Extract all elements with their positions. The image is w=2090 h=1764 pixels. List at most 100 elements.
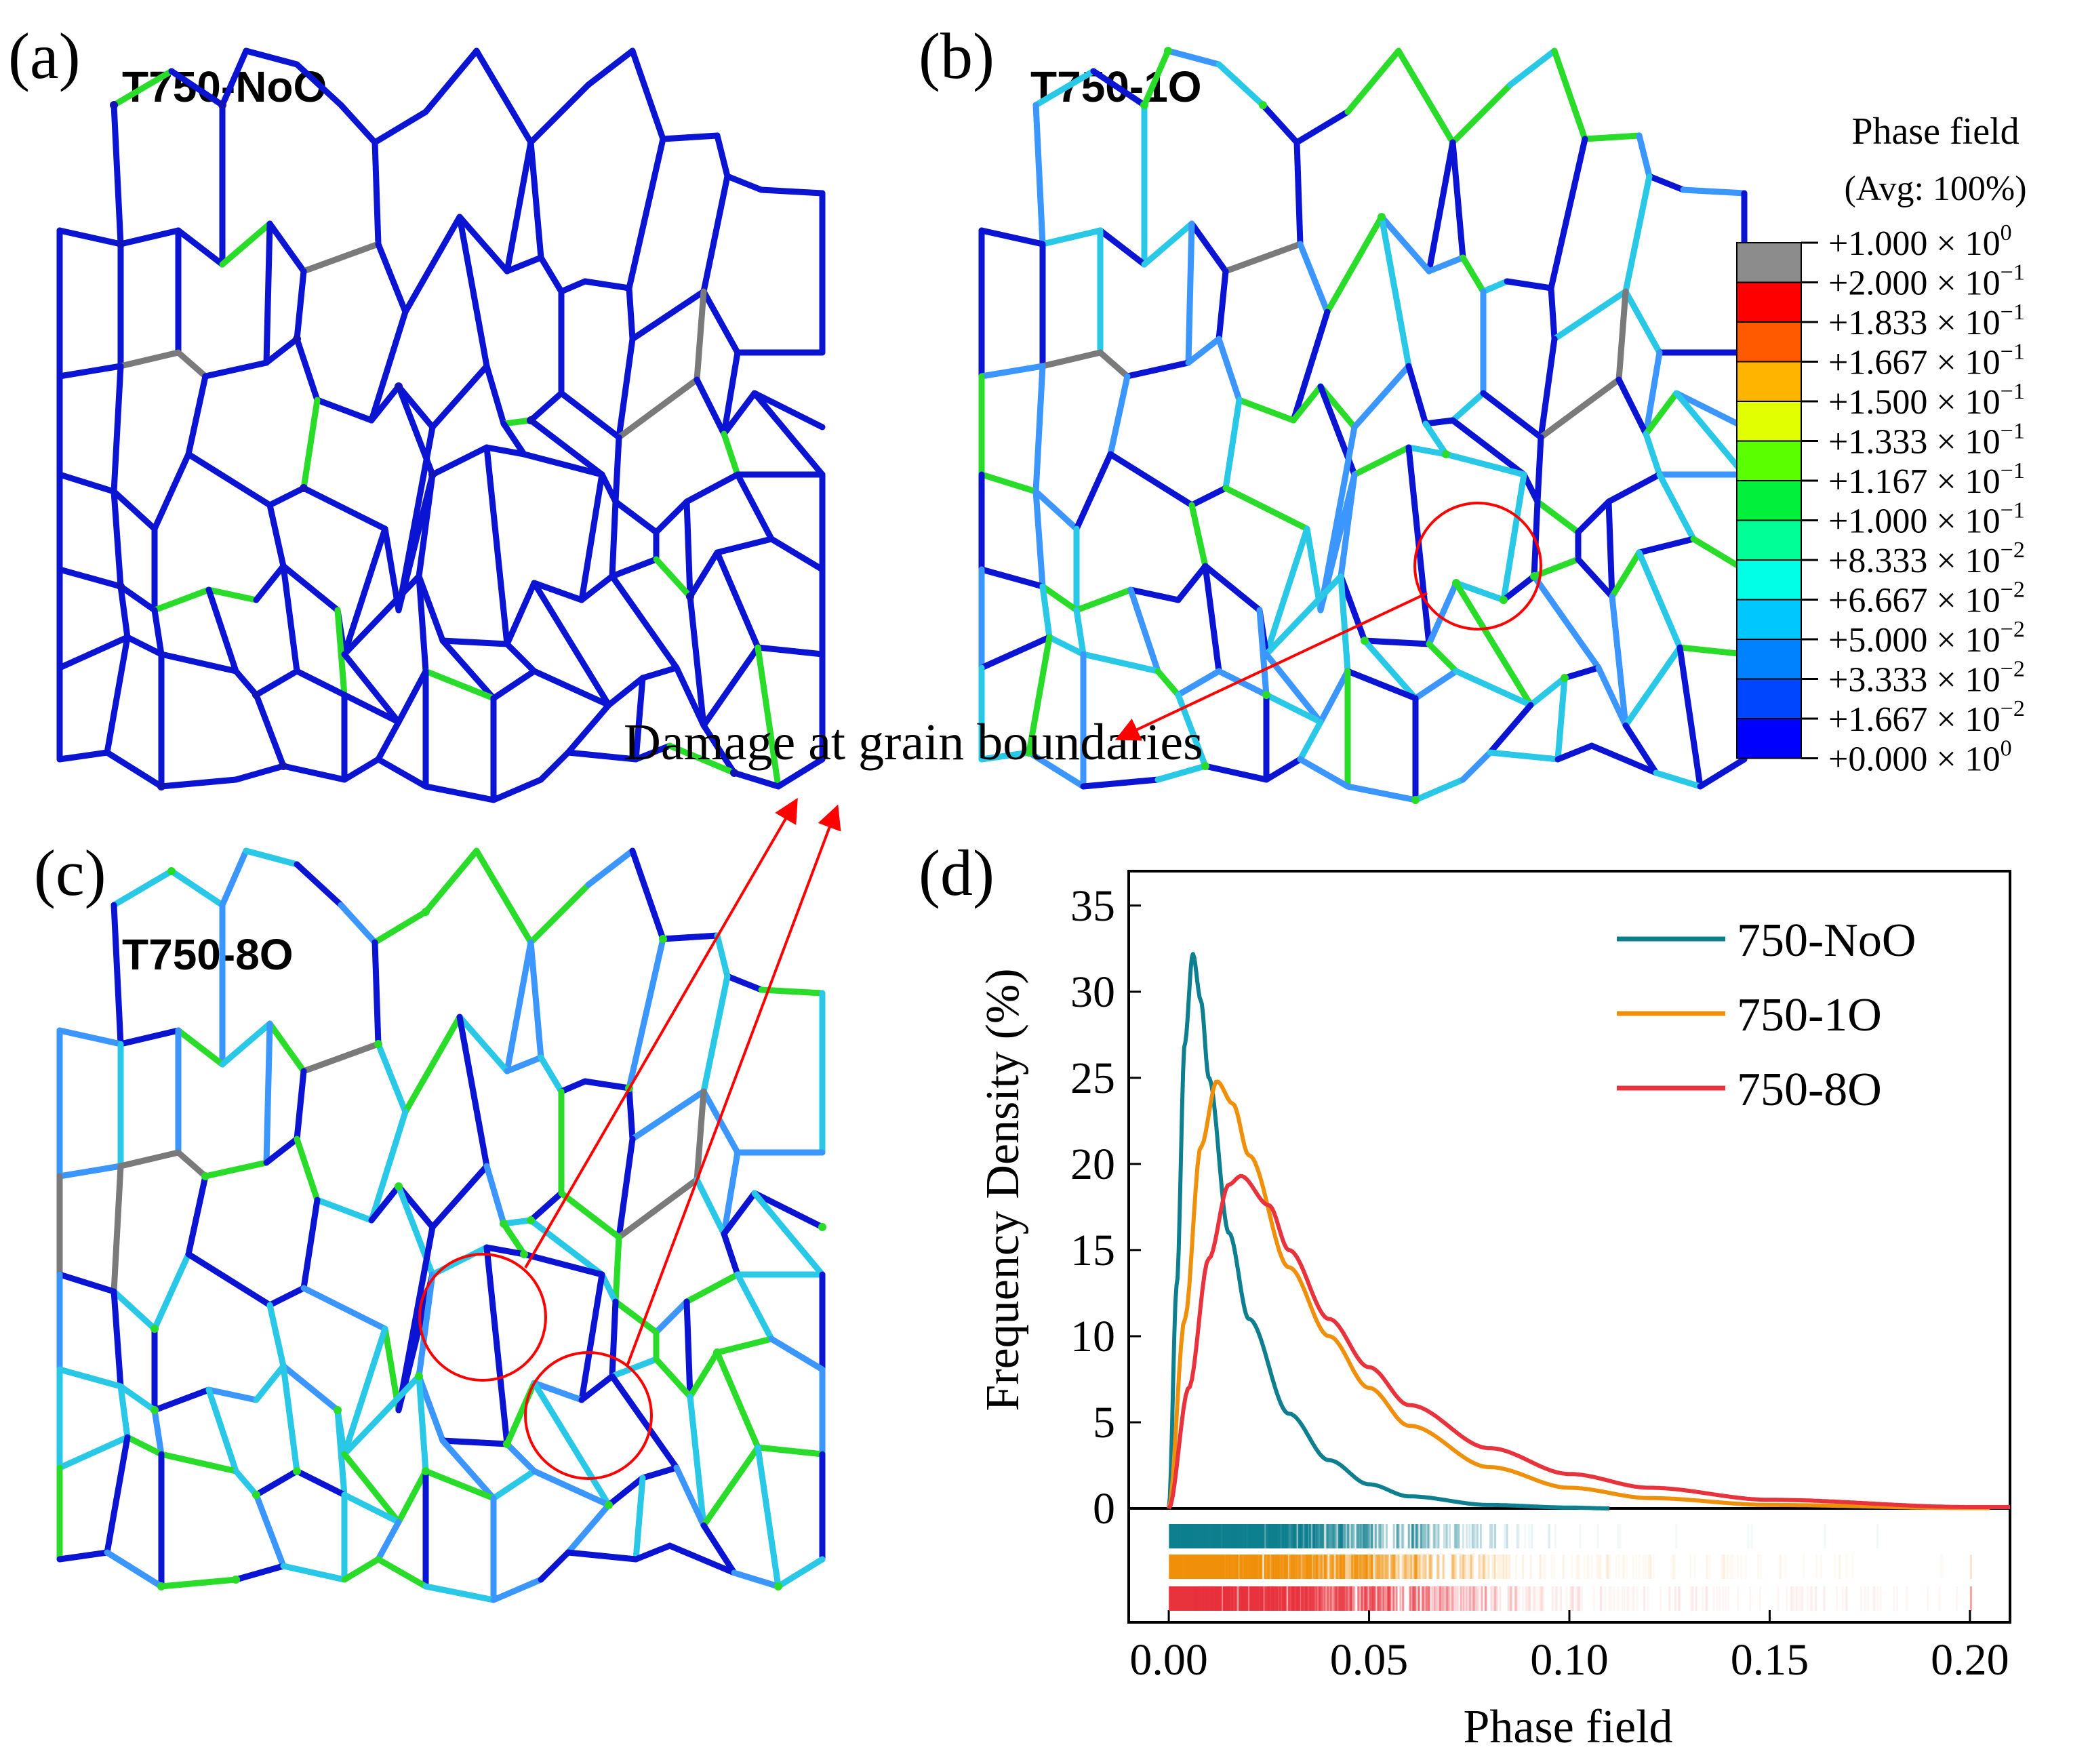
- rug-mark-750-8O: [1809, 1586, 1812, 1611]
- rug-mark-750-8O: [1472, 1586, 1475, 1611]
- rug-mark-750-8O: [1262, 1586, 1265, 1611]
- grain-boundary: [416, 573, 446, 644]
- grain-boundary: [1680, 186, 1748, 197]
- rug-mark-750-1O: [1356, 1555, 1359, 1579]
- rug-mark-750-8O: [1361, 1586, 1364, 1611]
- rug-mark-750-NoO: [1493, 1524, 1496, 1548]
- rug-mark-750-8O: [1365, 1586, 1367, 1611]
- rug-mark-750-1O: [1385, 1555, 1388, 1579]
- grain-boundary: [314, 1197, 375, 1224]
- rug-mark-750-NoO: [1410, 1524, 1413, 1548]
- colorbar-exponent: −1: [2001, 498, 2025, 523]
- rug-mark-750-1O: [1257, 1555, 1260, 1579]
- rug-mark-750-8O: [1388, 1586, 1390, 1611]
- grain-boundary: [375, 1519, 402, 1563]
- grain-boundary: [721, 1190, 758, 1237]
- rug-mark-750-8O: [1443, 1586, 1445, 1611]
- rug-mark-750-8O: [1314, 1586, 1317, 1611]
- rug-mark-750-NoO: [1420, 1524, 1422, 1548]
- rug-mark-750-NoO: [1750, 1524, 1753, 1548]
- rug-mark-750-1O: [1226, 1555, 1229, 1579]
- rug-mark-750-1O: [1359, 1555, 1362, 1579]
- rug-mark-750-1O: [1314, 1555, 1317, 1579]
- rug-mark-750-8O: [1411, 1586, 1414, 1611]
- rug-mark-750-8O: [1234, 1586, 1237, 1611]
- grain-boundary: [1480, 278, 1510, 295]
- grain-boundary: [755, 644, 826, 658]
- grain-boundary: [334, 1407, 348, 1498]
- grain-boundary: [538, 1054, 565, 1095]
- rug-mark-750-8O: [1190, 1586, 1192, 1611]
- rug-mark-750-8O: [1518, 1586, 1521, 1611]
- rug-mark-750-8O: [1555, 1586, 1558, 1611]
- rug-mark-750-1O: [1550, 1555, 1553, 1579]
- grain-boundary: [666, 742, 738, 776]
- grain-boundary: [104, 1549, 165, 1590]
- grain-boundary: [1127, 586, 1182, 603]
- grain-boundary: [978, 363, 1046, 380]
- rug-mark-750-1O: [1286, 1555, 1289, 1579]
- rug-mark-750-8O: [1206, 1586, 1209, 1611]
- rug-mark-750-NoO: [1365, 1524, 1367, 1548]
- grain-boundary: [751, 390, 826, 430]
- grain-boundary: [616, 376, 700, 441]
- rug-mark-750-8O: [1365, 1586, 1367, 1611]
- rug-mark-750-8O: [1790, 1586, 1793, 1611]
- x-tick-label: 0.00: [1129, 1635, 1208, 1685]
- rug-mark-750-8O: [1258, 1586, 1261, 1611]
- rug-mark-750-8O: [1345, 1586, 1348, 1611]
- grain-boundary: [1460, 749, 1493, 783]
- rug-mark-750-8O: [1623, 1586, 1626, 1611]
- rug-mark-750-1O: [1411, 1555, 1413, 1579]
- grain-junction: [1442, 450, 1450, 458]
- rug-mark-750-8O: [1600, 1586, 1603, 1611]
- rug-mark-750-8O: [1969, 1586, 1972, 1611]
- rug-mark-750-8O: [1969, 1586, 1972, 1611]
- rug-mark-750-1O: [1356, 1555, 1359, 1579]
- grain-boundary: [1405, 363, 1429, 427]
- grain-boundary: [1344, 47, 1402, 115]
- grain-boundary: [300, 397, 321, 492]
- grain-junction: [201, 1172, 209, 1180]
- grain-boundary: [1453, 580, 1507, 603]
- grain-boundary: [694, 288, 707, 383]
- grain-boundary: [758, 986, 826, 997]
- rug-mark-750-1O: [1632, 1555, 1634, 1579]
- rug-mark-750-8O: [1510, 1586, 1512, 1611]
- rug-mark-750-1O: [1415, 1555, 1418, 1579]
- grain-boundary: [429, 363, 490, 430]
- grain-boundary: [629, 47, 666, 142]
- rug-mark-750-1O: [1365, 1555, 1367, 1579]
- rug-mark-750-1O: [1590, 1555, 1593, 1579]
- grain-boundary: [56, 1434, 131, 1471]
- rug-mark-750-1O: [1335, 1555, 1338, 1579]
- grain-boundary: [1643, 349, 1663, 437]
- grain-boundary: [616, 336, 636, 441]
- grain-boundary: [605, 1475, 646, 1508]
- rug-mark-750-NoO: [1338, 1524, 1341, 1548]
- grain-boundary: [300, 1041, 382, 1075]
- rug-mark-750-1O: [1736, 1555, 1739, 1579]
- rug-mark-750-1O: [1405, 1555, 1408, 1579]
- rug-mark-750-NoO: [1675, 1524, 1678, 1548]
- rug-mark-750-1O: [1340, 1555, 1343, 1579]
- rug-mark-750-1O: [1421, 1555, 1424, 1579]
- colorbar-label: +8.333 × 10−2: [1828, 538, 2025, 580]
- rug-mark-750-8O: [1369, 1586, 1371, 1611]
- grain-boundary: [714, 132, 731, 180]
- grain-boundary: [1656, 471, 1697, 542]
- grain-boundary: [609, 498, 619, 580]
- rug-mark-750-1O: [1458, 1555, 1461, 1579]
- rug-mark-750-NoO: [1367, 1524, 1369, 1548]
- colorbar-swatch: [1736, 281, 1802, 323]
- grain-boundary: [266, 485, 307, 508]
- grain-boundary: [629, 847, 666, 942]
- grain-boundary: [1453, 580, 1534, 708]
- grain-boundary: [1297, 756, 1351, 790]
- grain-boundary: [1107, 373, 1131, 458]
- rug-mark-750-8O: [1364, 1586, 1367, 1611]
- rug-mark-750-8O: [1578, 1586, 1581, 1611]
- rug-mark-750-1O: [1366, 1555, 1369, 1579]
- rug-mark-750-1O: [1363, 1555, 1365, 1579]
- rug-mark-750-NoO: [1392, 1524, 1395, 1548]
